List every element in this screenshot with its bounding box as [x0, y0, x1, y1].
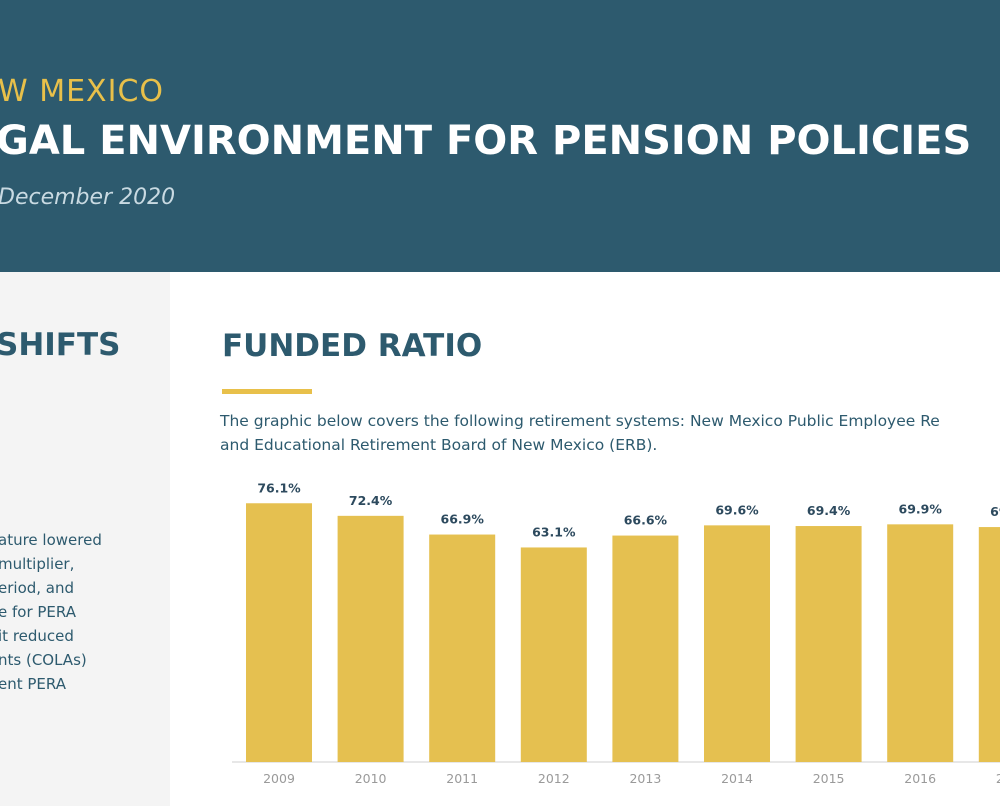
description-line: and Educational Retirement Board of New … [220, 436, 658, 454]
sidebar-line: ature lowered [0, 531, 102, 549]
sidebar-heading: SHIFTS [0, 327, 121, 363]
bar [429, 534, 496, 762]
bar [978, 527, 1000, 762]
header: W MEXICO GAL ENVIRONMENT FOR PENSION POL… [0, 0, 1000, 272]
value-label: 63.1% [532, 524, 576, 539]
value-label: 66.9% [441, 512, 485, 527]
x-tick-label: 2014 [721, 771, 753, 786]
state-label: W MEXICO [0, 74, 164, 109]
sidebar-line: multiplier, [0, 555, 75, 573]
sidebar-line: ent PERA [0, 675, 66, 693]
bar [337, 515, 404, 762]
value-label: 69.6% [715, 502, 759, 517]
x-tick-label: 2015 [813, 771, 845, 786]
sidebar-line: eriod, and [0, 579, 75, 597]
value-label: 69.9% [899, 501, 943, 516]
description: The graphic below covers the following r… [220, 409, 940, 457]
value-label: 66.6% [624, 513, 668, 528]
heading-underline [222, 389, 312, 394]
bar [612, 535, 679, 762]
x-tick-label: 2010 [355, 771, 387, 786]
sidebar: SHIFTS ature lowered multiplier, eriod, an… [0, 272, 170, 806]
x-tick-label: 2016 [904, 771, 936, 786]
sidebar-line: it reduced [0, 627, 74, 645]
bar [887, 524, 954, 762]
value-label: 69.4% [807, 503, 851, 518]
x-tick-label: 2017 [996, 771, 1000, 786]
bar [520, 547, 587, 762]
value-label: 76.1% [257, 480, 301, 495]
bar [795, 526, 862, 762]
section-heading: FUNDED RATIO [222, 328, 483, 364]
value-label: 72.4% [349, 493, 393, 508]
sidebar-line: e for PERA [0, 603, 76, 621]
value-label: 69.1% [990, 504, 1000, 519]
sidebar-text: ature lowered multiplier, eriod, and e for … [0, 528, 102, 696]
date: December 2020 [0, 185, 176, 210]
bar [704, 525, 770, 762]
description-line: The graphic below covers the following r… [220, 412, 940, 430]
page-title: GAL ENVIRONMENT FOR PENSION POLICIES [0, 118, 972, 164]
sidebar-line: nts (COLAs) [0, 651, 87, 669]
x-tick-label: 2012 [538, 771, 570, 786]
chart: 76.1% 2009 72.4% 2010 66.9% 2011 63.1% 2012 66.6… [232, 480, 1000, 786]
x-tick-label: 2013 [629, 771, 661, 786]
bar [246, 503, 312, 762]
x-tick-label: 2009 [263, 771, 295, 786]
x-tick-label: 2011 [446, 771, 478, 786]
